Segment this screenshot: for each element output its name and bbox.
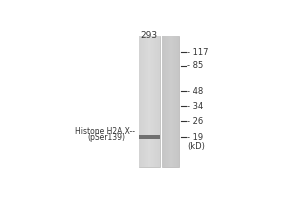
Bar bbox=[156, 36, 157, 167]
Text: 293: 293 bbox=[140, 31, 157, 40]
Bar bbox=[178, 36, 179, 167]
Bar bbox=[153, 36, 154, 167]
Bar bbox=[170, 36, 171, 167]
Bar bbox=[163, 36, 164, 167]
Bar bbox=[139, 135, 160, 139]
Bar bbox=[146, 36, 147, 167]
Text: - 117: - 117 bbox=[188, 48, 209, 57]
Bar bbox=[162, 36, 179, 167]
Bar bbox=[165, 36, 166, 167]
Bar bbox=[143, 36, 144, 167]
Bar bbox=[172, 36, 173, 167]
Bar bbox=[145, 36, 146, 167]
Bar bbox=[142, 36, 143, 167]
Bar bbox=[175, 36, 176, 167]
Bar bbox=[139, 36, 160, 167]
Text: - 34: - 34 bbox=[188, 102, 204, 111]
Text: (kD): (kD) bbox=[188, 142, 205, 151]
Bar bbox=[144, 36, 145, 167]
Bar bbox=[173, 36, 174, 167]
Bar bbox=[155, 36, 156, 167]
Text: (pSer139): (pSer139) bbox=[88, 133, 126, 142]
Bar bbox=[162, 36, 163, 167]
Bar bbox=[176, 36, 177, 167]
Bar bbox=[151, 36, 152, 167]
Bar bbox=[149, 36, 150, 167]
Bar bbox=[141, 36, 142, 167]
Text: - 19: - 19 bbox=[188, 133, 204, 142]
Bar bbox=[164, 36, 165, 167]
Bar bbox=[148, 36, 149, 167]
Bar bbox=[171, 36, 172, 167]
Bar bbox=[159, 36, 160, 167]
Bar bbox=[167, 36, 168, 167]
Bar bbox=[157, 36, 158, 167]
Bar bbox=[147, 36, 148, 167]
Bar bbox=[140, 36, 141, 167]
Bar bbox=[174, 36, 175, 167]
Bar bbox=[168, 36, 169, 167]
Text: Histone H2A.X--: Histone H2A.X-- bbox=[75, 127, 135, 136]
Bar bbox=[158, 36, 159, 167]
Bar bbox=[152, 36, 153, 167]
Bar bbox=[154, 36, 155, 167]
Text: - 85: - 85 bbox=[188, 61, 204, 70]
Bar bbox=[169, 36, 170, 167]
Text: - 48: - 48 bbox=[188, 87, 204, 96]
Text: - 26: - 26 bbox=[188, 117, 204, 126]
Bar bbox=[150, 36, 151, 167]
Bar bbox=[177, 36, 178, 167]
Bar bbox=[139, 36, 140, 167]
